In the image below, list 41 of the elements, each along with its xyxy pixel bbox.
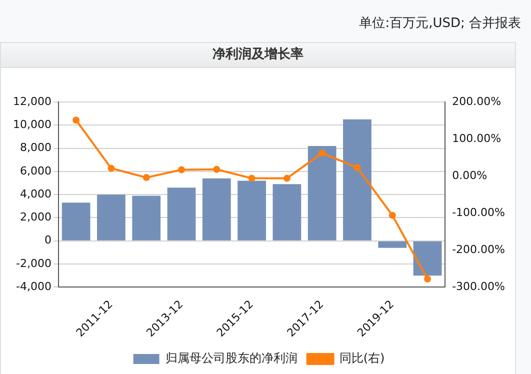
point	[354, 164, 361, 172]
bar	[378, 241, 407, 248]
point	[283, 174, 290, 182]
chart-title: 净利润及增长率	[1, 43, 515, 68]
bar	[62, 202, 90, 240]
bar	[97, 194, 126, 240]
y2-tick-label: 0.00%	[452, 168, 488, 182]
y2-tick-label: 200.00%	[452, 94, 502, 108]
bar	[167, 188, 196, 240]
point	[248, 174, 256, 182]
text: 单位:百万元,USD; 合并报表	[359, 15, 521, 32]
y-tick-label: -4,000	[16, 280, 52, 294]
y-tick-label: 6,000	[20, 164, 52, 178]
y-tick-label: 12,000	[12, 94, 52, 108]
y2-tick-label: -200.00%	[452, 242, 506, 256]
bar	[413, 241, 442, 276]
point	[388, 212, 396, 219]
legend-label: 同比(右)	[339, 351, 385, 366]
y-tick-label: 4,000	[20, 187, 52, 200]
y-tick-label: 0	[44, 234, 52, 247]
y2-tick-label: -100.00%	[452, 206, 506, 219]
y-tick-label: 2,000	[20, 210, 52, 224]
bar	[272, 184, 302, 240]
point	[108, 164, 115, 172]
point	[213, 166, 220, 173]
bar	[132, 196, 161, 240]
point	[318, 150, 326, 157]
legend-label: 归属母公司股东的净利润	[165, 351, 298, 366]
y-tick-label: 10,000	[12, 118, 52, 132]
y2-tick-label: -300.00%	[452, 280, 506, 294]
point	[142, 174, 150, 182]
bar	[343, 119, 372, 240]
bar	[308, 146, 336, 240]
bar	[202, 178, 231, 240]
y-tick-label: 8,000	[20, 141, 52, 154]
bar	[238, 180, 266, 240]
point	[72, 116, 80, 124]
point	[424, 276, 432, 283]
y-tick-label: -2,000	[16, 256, 52, 270]
y2-tick-label: 100.00%	[452, 132, 502, 145]
point	[178, 166, 185, 174]
